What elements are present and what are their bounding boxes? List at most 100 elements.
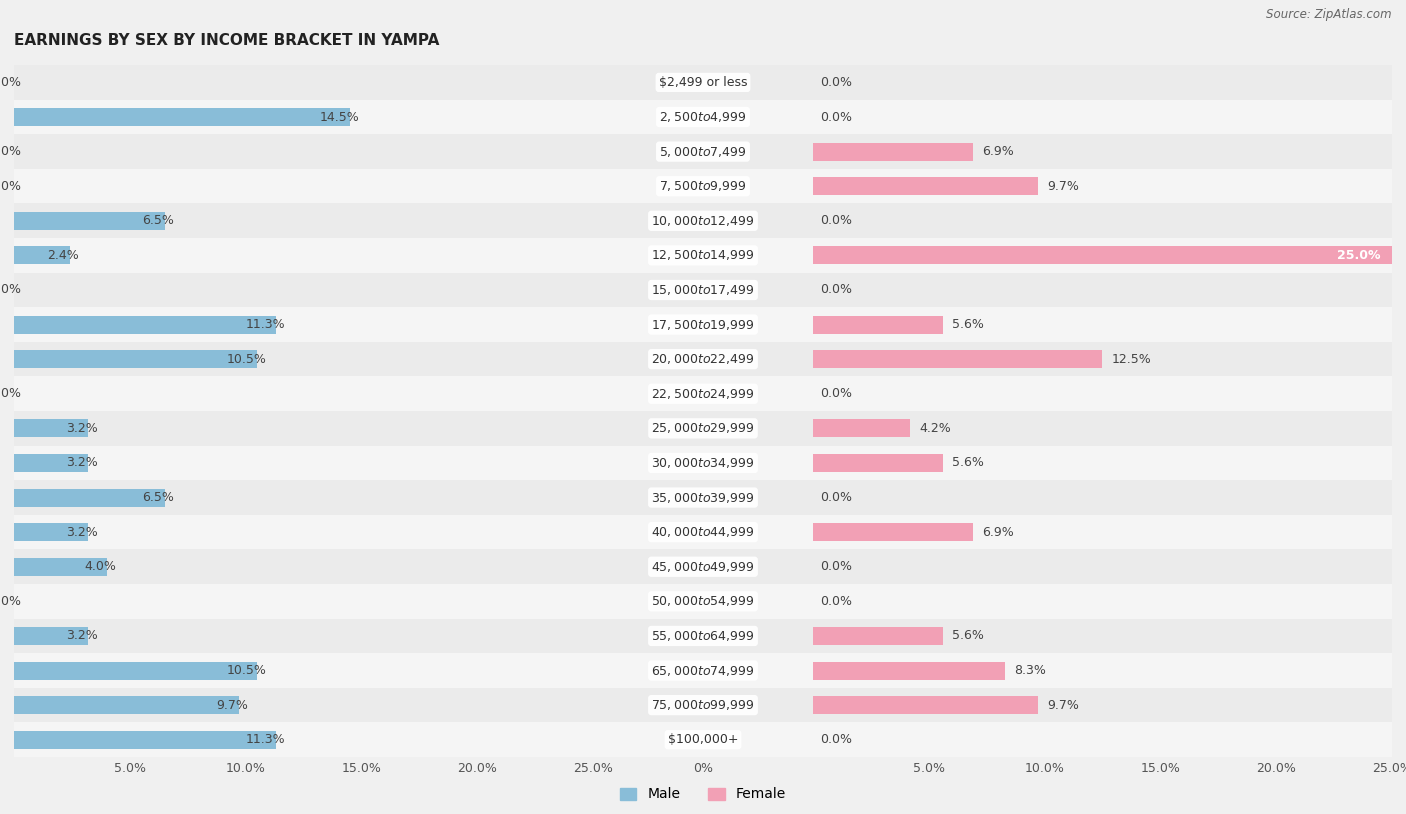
Text: 2.4%: 2.4% xyxy=(48,249,79,262)
Bar xyxy=(593,480,813,515)
Text: 11.3%: 11.3% xyxy=(246,318,285,331)
Bar xyxy=(14,653,593,688)
Bar xyxy=(813,99,1392,134)
Bar xyxy=(813,142,973,160)
Text: 0.0%: 0.0% xyxy=(820,560,852,573)
Bar xyxy=(813,523,973,541)
Bar xyxy=(813,454,942,472)
Bar xyxy=(813,273,1392,307)
Bar xyxy=(593,514,813,549)
Text: $10,000 to $12,499: $10,000 to $12,499 xyxy=(651,214,755,228)
Bar xyxy=(813,653,1392,688)
Bar xyxy=(593,307,813,342)
Bar xyxy=(813,169,1392,204)
Bar xyxy=(593,204,813,238)
Text: 5.6%: 5.6% xyxy=(952,629,984,642)
Bar xyxy=(14,662,257,680)
Text: 6.9%: 6.9% xyxy=(981,145,1014,158)
Text: 6.9%: 6.9% xyxy=(981,526,1014,539)
Text: 3.2%: 3.2% xyxy=(66,422,97,435)
Text: 4.2%: 4.2% xyxy=(920,422,952,435)
Bar xyxy=(14,108,350,126)
Text: 10.5%: 10.5% xyxy=(226,352,267,365)
Bar xyxy=(14,247,70,265)
Bar xyxy=(593,723,813,757)
Bar xyxy=(593,342,813,376)
Bar xyxy=(813,204,1392,238)
Text: 0.0%: 0.0% xyxy=(0,387,21,400)
Bar xyxy=(14,696,239,714)
Text: $20,000 to $22,499: $20,000 to $22,499 xyxy=(651,352,755,366)
Bar xyxy=(813,584,1392,619)
Text: 5.6%: 5.6% xyxy=(952,318,984,331)
Text: 0.0%: 0.0% xyxy=(0,76,21,89)
Bar xyxy=(593,549,813,584)
Text: $12,500 to $14,999: $12,500 to $14,999 xyxy=(651,248,755,262)
Bar xyxy=(813,134,1392,169)
Bar xyxy=(813,480,1392,515)
Text: 9.7%: 9.7% xyxy=(217,698,247,711)
Bar xyxy=(813,419,910,437)
Text: 0.0%: 0.0% xyxy=(820,387,852,400)
Text: $15,000 to $17,499: $15,000 to $17,499 xyxy=(651,283,755,297)
Bar xyxy=(14,307,593,342)
Text: 5.6%: 5.6% xyxy=(952,457,984,470)
Text: $22,500 to $24,999: $22,500 to $24,999 xyxy=(651,387,755,400)
Bar xyxy=(813,627,942,645)
Bar xyxy=(14,134,593,169)
Text: 11.3%: 11.3% xyxy=(246,733,285,746)
Bar xyxy=(14,419,89,437)
Bar xyxy=(593,273,813,307)
Bar xyxy=(14,350,257,368)
Bar xyxy=(14,523,89,541)
Bar xyxy=(593,584,813,619)
Text: 10.5%: 10.5% xyxy=(226,664,267,677)
Bar xyxy=(593,169,813,204)
Bar xyxy=(593,376,813,411)
Text: 0.0%: 0.0% xyxy=(820,76,852,89)
Bar xyxy=(813,696,1038,714)
Bar xyxy=(14,731,276,749)
Bar xyxy=(14,411,593,446)
Text: $55,000 to $64,999: $55,000 to $64,999 xyxy=(651,629,755,643)
Bar xyxy=(14,238,593,273)
Bar xyxy=(593,653,813,688)
Text: 6.5%: 6.5% xyxy=(142,491,174,504)
Bar xyxy=(14,549,593,584)
Text: 14.5%: 14.5% xyxy=(319,111,359,124)
Bar xyxy=(813,514,1392,549)
Bar xyxy=(813,619,1392,653)
Bar xyxy=(14,584,593,619)
Text: 9.7%: 9.7% xyxy=(1047,698,1078,711)
Bar xyxy=(593,619,813,653)
Bar xyxy=(14,342,593,376)
Text: EARNINGS BY SEX BY INCOME BRACKET IN YAMPA: EARNINGS BY SEX BY INCOME BRACKET IN YAM… xyxy=(14,33,440,47)
Bar xyxy=(813,65,1392,99)
Text: 25.0%: 25.0% xyxy=(1337,249,1381,262)
Text: 0.0%: 0.0% xyxy=(820,214,852,227)
Text: 0.0%: 0.0% xyxy=(820,111,852,124)
Text: 6.5%: 6.5% xyxy=(142,214,174,227)
Text: 0.0%: 0.0% xyxy=(0,283,21,296)
Bar xyxy=(813,350,1102,368)
Text: $30,000 to $34,999: $30,000 to $34,999 xyxy=(651,456,755,470)
Text: 4.0%: 4.0% xyxy=(84,560,115,573)
Text: 12.5%: 12.5% xyxy=(1112,352,1152,365)
Text: 9.7%: 9.7% xyxy=(1047,180,1078,193)
Bar xyxy=(14,212,165,230)
Bar xyxy=(813,688,1392,723)
Text: 3.2%: 3.2% xyxy=(66,457,97,470)
Bar xyxy=(593,411,813,446)
Bar xyxy=(813,723,1392,757)
Bar xyxy=(813,307,1392,342)
Text: $50,000 to $54,999: $50,000 to $54,999 xyxy=(651,594,755,608)
Bar xyxy=(593,238,813,273)
Text: 3.2%: 3.2% xyxy=(66,526,97,539)
Bar xyxy=(14,723,593,757)
Bar xyxy=(593,134,813,169)
Bar xyxy=(14,558,107,575)
Legend: Male, Female: Male, Female xyxy=(614,782,792,807)
Text: $75,000 to $99,999: $75,000 to $99,999 xyxy=(651,698,755,712)
Bar xyxy=(813,411,1392,446)
Bar xyxy=(14,273,593,307)
